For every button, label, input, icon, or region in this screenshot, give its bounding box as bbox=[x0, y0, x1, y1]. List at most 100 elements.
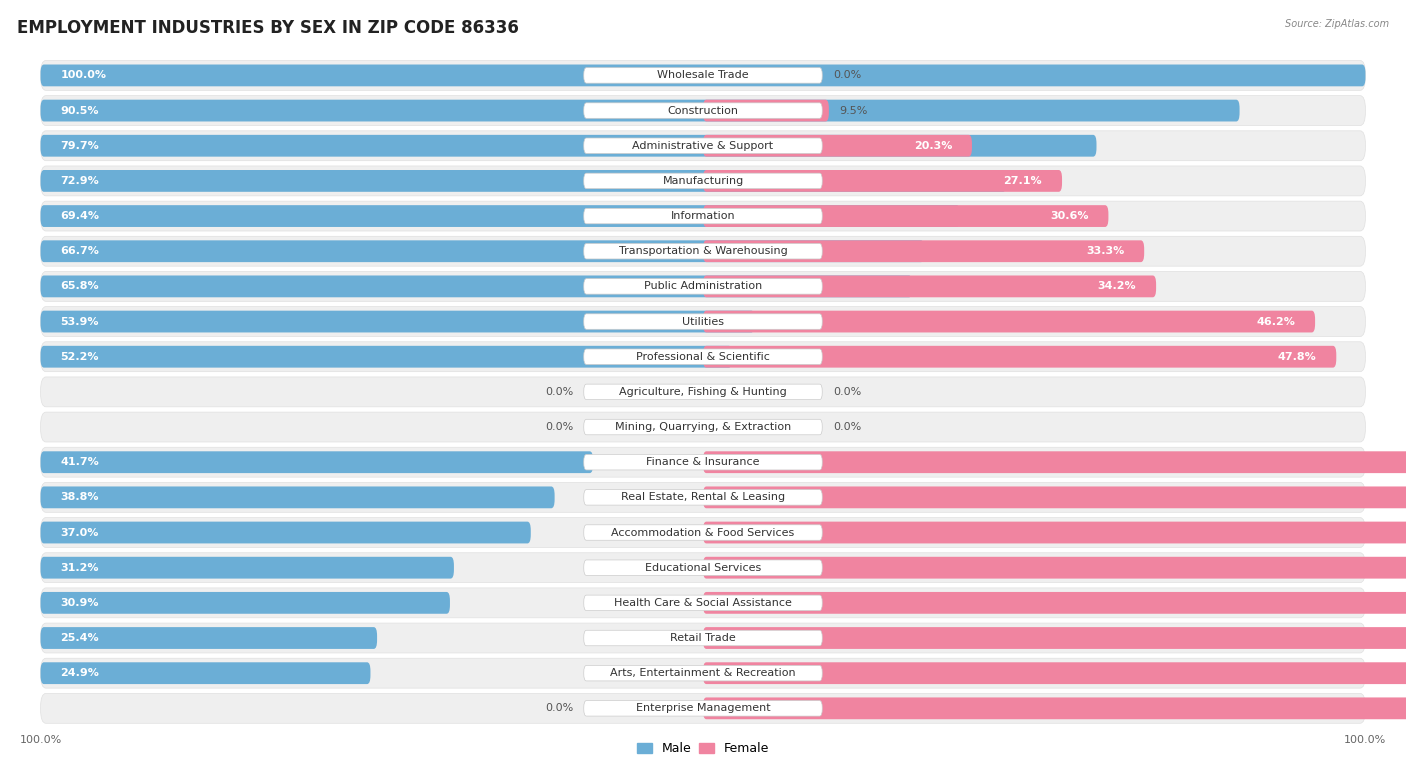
Text: Construction: Construction bbox=[668, 106, 738, 116]
Text: 52.2%: 52.2% bbox=[60, 352, 98, 362]
FancyBboxPatch shape bbox=[583, 419, 823, 435]
FancyBboxPatch shape bbox=[41, 61, 1365, 90]
FancyBboxPatch shape bbox=[583, 666, 823, 681]
FancyBboxPatch shape bbox=[583, 103, 823, 118]
Text: 30.6%: 30.6% bbox=[1050, 211, 1088, 221]
FancyBboxPatch shape bbox=[41, 377, 1365, 407]
Text: Manufacturing: Manufacturing bbox=[662, 176, 744, 186]
Text: Arts, Entertainment & Recreation: Arts, Entertainment & Recreation bbox=[610, 668, 796, 678]
FancyBboxPatch shape bbox=[41, 170, 1007, 192]
FancyBboxPatch shape bbox=[703, 521, 1406, 543]
FancyBboxPatch shape bbox=[41, 99, 1240, 122]
FancyBboxPatch shape bbox=[583, 455, 823, 470]
Text: Finance & Insurance: Finance & Insurance bbox=[647, 457, 759, 467]
Text: 0.0%: 0.0% bbox=[546, 703, 574, 713]
Text: 72.9%: 72.9% bbox=[60, 176, 100, 186]
Text: EMPLOYMENT INDUSTRIES BY SEX IN ZIP CODE 86336: EMPLOYMENT INDUSTRIES BY SEX IN ZIP CODE… bbox=[17, 19, 519, 37]
FancyBboxPatch shape bbox=[41, 64, 1365, 86]
FancyBboxPatch shape bbox=[41, 166, 1365, 196]
FancyBboxPatch shape bbox=[41, 241, 924, 262]
Text: Professional & Scientific: Professional & Scientific bbox=[636, 352, 770, 362]
Text: 66.7%: 66.7% bbox=[60, 246, 100, 256]
FancyBboxPatch shape bbox=[583, 384, 823, 400]
FancyBboxPatch shape bbox=[41, 275, 912, 297]
FancyBboxPatch shape bbox=[703, 592, 1406, 614]
Text: 0.0%: 0.0% bbox=[546, 422, 574, 432]
FancyBboxPatch shape bbox=[583, 490, 823, 505]
FancyBboxPatch shape bbox=[41, 95, 1365, 126]
Text: Health Care & Social Assistance: Health Care & Social Assistance bbox=[614, 598, 792, 608]
FancyBboxPatch shape bbox=[703, 310, 1315, 332]
FancyBboxPatch shape bbox=[703, 275, 1156, 297]
FancyBboxPatch shape bbox=[41, 521, 531, 543]
FancyBboxPatch shape bbox=[583, 279, 823, 294]
FancyBboxPatch shape bbox=[703, 170, 1062, 192]
FancyBboxPatch shape bbox=[41, 627, 377, 649]
FancyBboxPatch shape bbox=[583, 208, 823, 223]
FancyBboxPatch shape bbox=[583, 314, 823, 329]
Text: Retail Trade: Retail Trade bbox=[671, 633, 735, 643]
Text: 69.4%: 69.4% bbox=[60, 211, 100, 221]
Text: 37.0%: 37.0% bbox=[60, 528, 98, 538]
Text: 27.1%: 27.1% bbox=[1004, 176, 1042, 186]
FancyBboxPatch shape bbox=[703, 452, 1406, 473]
Text: Educational Services: Educational Services bbox=[645, 563, 761, 573]
Text: Wholesale Trade: Wholesale Trade bbox=[657, 71, 749, 81]
FancyBboxPatch shape bbox=[41, 447, 1365, 477]
FancyBboxPatch shape bbox=[41, 518, 1365, 548]
Text: Public Administration: Public Administration bbox=[644, 282, 762, 292]
Text: Transportation & Warehousing: Transportation & Warehousing bbox=[619, 246, 787, 256]
FancyBboxPatch shape bbox=[41, 487, 554, 508]
Text: 0.0%: 0.0% bbox=[832, 387, 860, 397]
FancyBboxPatch shape bbox=[41, 412, 1365, 442]
Text: 30.9%: 30.9% bbox=[60, 598, 98, 608]
FancyBboxPatch shape bbox=[41, 310, 755, 332]
Text: 33.3%: 33.3% bbox=[1085, 246, 1125, 256]
Text: 90.5%: 90.5% bbox=[60, 106, 98, 116]
FancyBboxPatch shape bbox=[583, 525, 823, 540]
Text: Source: ZipAtlas.com: Source: ZipAtlas.com bbox=[1285, 19, 1389, 29]
FancyBboxPatch shape bbox=[703, 346, 1336, 368]
Text: Mining, Quarrying, & Extraction: Mining, Quarrying, & Extraction bbox=[614, 422, 792, 432]
FancyBboxPatch shape bbox=[703, 627, 1406, 649]
FancyBboxPatch shape bbox=[703, 662, 1406, 684]
FancyBboxPatch shape bbox=[41, 592, 450, 614]
FancyBboxPatch shape bbox=[583, 68, 823, 83]
FancyBboxPatch shape bbox=[703, 241, 1144, 262]
Text: 24.9%: 24.9% bbox=[60, 668, 100, 678]
FancyBboxPatch shape bbox=[583, 173, 823, 189]
Text: 9.5%: 9.5% bbox=[839, 106, 868, 116]
FancyBboxPatch shape bbox=[41, 452, 593, 473]
Text: 65.8%: 65.8% bbox=[60, 282, 98, 292]
FancyBboxPatch shape bbox=[583, 560, 823, 576]
FancyBboxPatch shape bbox=[41, 341, 1365, 372]
FancyBboxPatch shape bbox=[41, 553, 1365, 583]
Text: 38.8%: 38.8% bbox=[60, 492, 98, 502]
Legend: Male, Female: Male, Female bbox=[631, 737, 775, 760]
FancyBboxPatch shape bbox=[583, 701, 823, 716]
FancyBboxPatch shape bbox=[41, 135, 1097, 157]
Text: 100.0%: 100.0% bbox=[60, 71, 107, 81]
FancyBboxPatch shape bbox=[41, 201, 1365, 231]
FancyBboxPatch shape bbox=[41, 658, 1365, 688]
Text: Accommodation & Food Services: Accommodation & Food Services bbox=[612, 528, 794, 538]
FancyBboxPatch shape bbox=[41, 131, 1365, 161]
Text: 47.8%: 47.8% bbox=[1278, 352, 1316, 362]
Text: Information: Information bbox=[671, 211, 735, 221]
FancyBboxPatch shape bbox=[703, 557, 1406, 579]
FancyBboxPatch shape bbox=[41, 483, 1365, 512]
Text: 25.4%: 25.4% bbox=[60, 633, 98, 643]
Text: 0.0%: 0.0% bbox=[832, 71, 860, 81]
Text: 31.2%: 31.2% bbox=[60, 563, 98, 573]
Text: Utilities: Utilities bbox=[682, 317, 724, 327]
Text: 34.2%: 34.2% bbox=[1098, 282, 1136, 292]
Text: Enterprise Management: Enterprise Management bbox=[636, 703, 770, 713]
Text: Agriculture, Fishing & Hunting: Agriculture, Fishing & Hunting bbox=[619, 387, 787, 397]
Text: 20.3%: 20.3% bbox=[914, 140, 952, 151]
FancyBboxPatch shape bbox=[41, 236, 1365, 266]
FancyBboxPatch shape bbox=[583, 349, 823, 365]
Text: 46.2%: 46.2% bbox=[1257, 317, 1295, 327]
Text: 41.7%: 41.7% bbox=[60, 457, 100, 467]
FancyBboxPatch shape bbox=[41, 557, 454, 579]
FancyBboxPatch shape bbox=[703, 99, 830, 122]
